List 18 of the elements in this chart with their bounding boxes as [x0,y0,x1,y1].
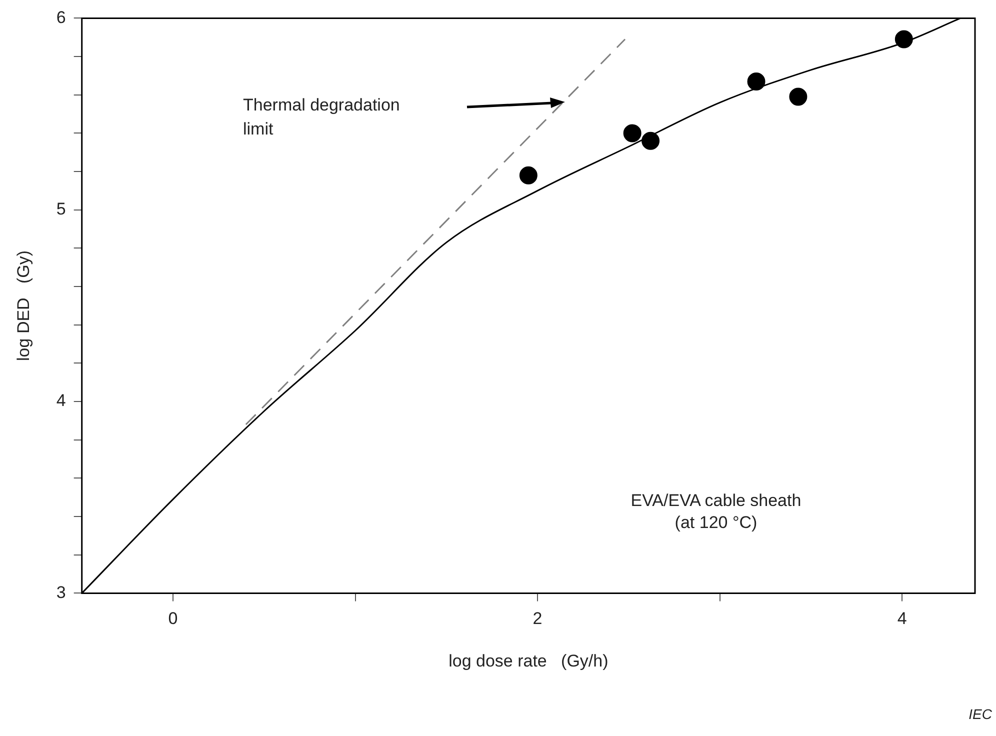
point [894,30,913,48]
point [642,132,660,150]
y-tick-label: 4 [56,391,66,410]
x-tick-label: 0 [168,609,178,628]
annotation: EVA/EVA cable sheath (at 120 °C) [630,490,802,532]
x-tick-label: 2 [532,609,542,628]
annotation: Thermal degradation limit [243,96,400,139]
y-tick-label: 3 [56,582,66,602]
y-axis-title: log DED (Gy) [14,250,33,361]
x-axis-title: log dose rate (Gy/h) [448,651,608,670]
point [747,72,766,90]
y-tick-label: 5 [56,200,66,219]
text: IEC [968,706,993,722]
x-tick-label: 4 [897,609,907,628]
point [623,124,642,142]
y-tick-label: 6 [56,8,66,27]
point [789,88,808,106]
point [519,166,538,184]
